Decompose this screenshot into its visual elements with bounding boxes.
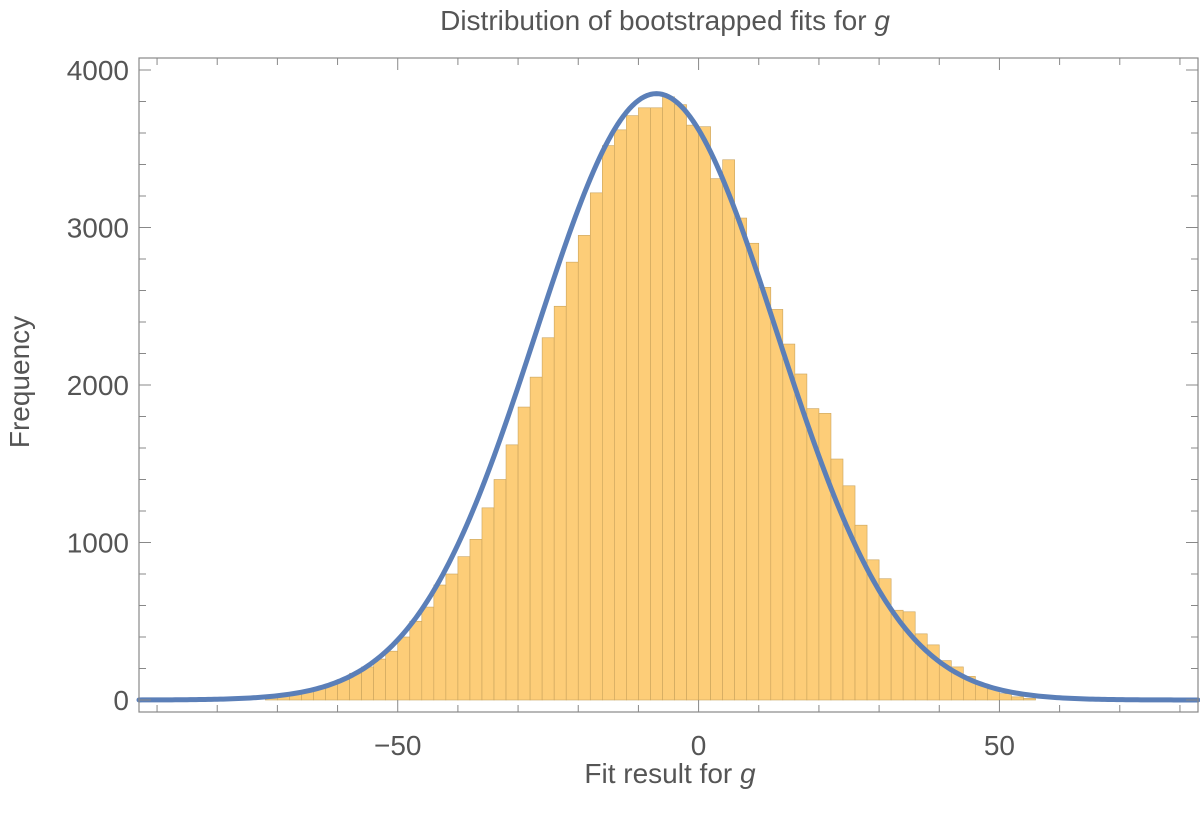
histogram-bar xyxy=(541,337,555,701)
histogram-bar xyxy=(782,343,796,701)
histogram-bar xyxy=(734,217,748,701)
y-tick-label: 3000 xyxy=(67,213,129,244)
histogram-bar xyxy=(746,242,760,701)
y-tick-label: 1000 xyxy=(67,528,129,559)
histogram-bar xyxy=(409,620,423,701)
chart-title-text: Distribution of bootstrapped fits for xyxy=(440,5,866,36)
x-axis-label-symbol: g xyxy=(740,758,756,789)
histogram-bar xyxy=(553,305,567,701)
histogram-bar xyxy=(433,584,447,701)
histogram-bar xyxy=(397,636,411,701)
histogram-bar xyxy=(517,406,531,701)
histogram-bars xyxy=(265,96,1036,701)
histogram-bar xyxy=(469,539,483,701)
histogram-bar xyxy=(698,126,711,701)
x-tick-label: 0 xyxy=(691,730,707,761)
histogram-bar xyxy=(457,556,471,701)
y-tick-label: 0 xyxy=(113,685,129,716)
histogram-bar xyxy=(758,287,772,701)
fit-curve xyxy=(136,91,1200,703)
y-tick-label: 4000 xyxy=(67,55,129,86)
fit-curve-layer xyxy=(136,91,1200,703)
y-axis-label: Frequency xyxy=(4,316,35,448)
chart-title-symbol: g xyxy=(874,5,890,36)
histogram-bar xyxy=(674,104,687,701)
histogram-bar xyxy=(686,124,699,701)
histogram-bar xyxy=(361,666,374,701)
histogram-bar xyxy=(481,507,495,701)
histogram-bar xyxy=(722,159,735,701)
x-tick-label: −50 xyxy=(374,730,422,761)
histogram-bar xyxy=(373,658,386,701)
histogram-bar xyxy=(1023,698,1036,701)
histogram-bar xyxy=(650,107,663,701)
axis-ticks xyxy=(139,58,1198,712)
histogram-bar xyxy=(626,115,639,701)
histogram-bar xyxy=(1011,696,1024,701)
histogram-bar xyxy=(770,309,784,701)
histogram-bar xyxy=(662,96,675,701)
x-axis-label-text: Fit result for xyxy=(584,758,732,789)
histogram-bar xyxy=(602,145,615,701)
histogram-bar xyxy=(565,261,579,701)
chart-title: Distribution of bootstrapped fits for g xyxy=(440,5,890,36)
x-tick-label: 50 xyxy=(984,730,1015,761)
x-axis-label: Fit result for g xyxy=(584,758,756,789)
histogram-bar xyxy=(385,650,399,701)
histogram-bar xyxy=(710,178,723,701)
histogram-bar xyxy=(577,235,591,701)
histogram-bar xyxy=(445,573,459,701)
histogram-bar xyxy=(505,444,519,701)
histogram-bar xyxy=(421,606,435,701)
histogram-bar xyxy=(529,376,543,701)
y-tick-label: 2000 xyxy=(67,370,129,401)
histogram-bar xyxy=(589,192,603,701)
histogram-bar xyxy=(638,107,651,701)
histogram-bar xyxy=(999,693,1012,701)
histogram-bar xyxy=(493,479,507,701)
histogram-bar xyxy=(614,129,627,701)
